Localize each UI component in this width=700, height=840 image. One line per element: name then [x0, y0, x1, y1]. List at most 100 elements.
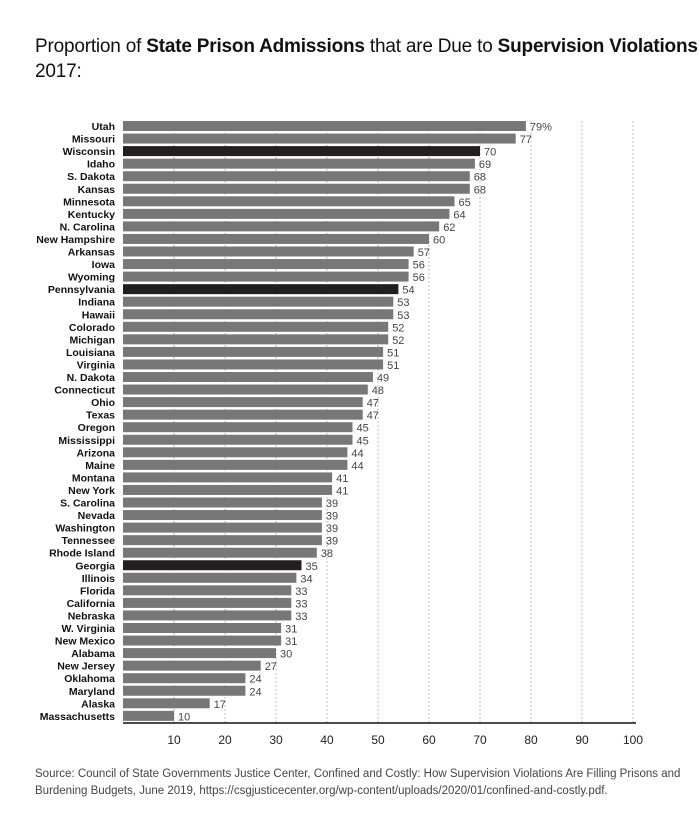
category-label: New Jersey — [57, 661, 115, 673]
data-label: 70 — [484, 147, 496, 159]
bar — [123, 422, 353, 433]
bar — [123, 372, 373, 382]
category-label: Minnesota — [63, 196, 115, 208]
data-label: 17 — [214, 699, 226, 711]
data-label: 33 — [295, 598, 307, 610]
data-label: 27 — [265, 661, 277, 673]
data-label: 39 — [326, 536, 338, 548]
bar — [123, 660, 261, 671]
data-label: 56 — [413, 272, 425, 284]
category-label: Hawaii — [82, 309, 115, 321]
category-label: Mississippi — [58, 435, 115, 447]
bar — [123, 497, 322, 508]
category-label: Oregon — [78, 422, 115, 434]
data-label: 79% — [530, 122, 552, 134]
category-label: Michigan — [69, 334, 115, 346]
data-label: 31 — [285, 636, 297, 648]
source-note: Source: Council of State Governments Jus… — [35, 768, 681, 797]
data-label: 51 — [387, 347, 399, 359]
category-label: Arizona — [76, 447, 115, 459]
bar — [123, 572, 297, 583]
category-label: Indiana — [78, 297, 115, 309]
bar — [123, 522, 322, 533]
title-part: Supervision Violations — [497, 36, 698, 57]
bar — [123, 484, 333, 495]
bar — [123, 384, 368, 395]
category-label: Kansas — [78, 184, 116, 196]
bar — [123, 296, 394, 307]
category-label: W. Virginia — [62, 623, 116, 635]
data-label: 64 — [453, 209, 465, 221]
title-part: State Prison Admissions — [146, 36, 365, 57]
category-label: N. Dakota — [67, 372, 116, 384]
x-tick-label: 50 — [371, 733, 385, 747]
x-tick-label: 20 — [218, 733, 232, 747]
x-tick-label: 60 — [422, 733, 436, 747]
data-label: 51 — [387, 360, 399, 372]
category-label: Wisconsin — [63, 146, 115, 158]
data-label: 47 — [367, 398, 379, 410]
bar — [123, 560, 302, 571]
bar — [123, 409, 363, 420]
category-label: Utah — [92, 121, 115, 133]
bar — [123, 359, 384, 370]
category-label: Washington — [55, 523, 115, 535]
data-label: 54 — [402, 285, 414, 297]
bar-chart: 10 20 30 40 50 60 70 80 90 100 Utah 79% Missouri 77 Wi… — [36, 121, 643, 747]
data-label: 44 — [351, 448, 363, 460]
data-label: 41 — [336, 473, 348, 485]
data-label: 53 — [397, 297, 409, 309]
bar — [123, 309, 394, 320]
data-label: 30 — [280, 649, 292, 661]
bar — [123, 698, 210, 709]
category-label: Idaho — [87, 159, 115, 171]
bar — [123, 710, 174, 721]
bar — [123, 259, 409, 270]
bar — [123, 171, 470, 182]
bar — [123, 472, 333, 483]
data-label: 41 — [336, 485, 348, 497]
data-label: 65 — [459, 197, 471, 209]
category-label: Alaska — [81, 698, 115, 710]
category-label: Tennessee — [62, 535, 116, 547]
category-label: Maine — [85, 460, 115, 472]
data-label: 68 — [474, 184, 486, 196]
bar — [123, 610, 292, 621]
category-label: Alabama — [71, 648, 115, 660]
category-label: Virginia — [77, 359, 115, 371]
data-label: 44 — [351, 460, 363, 472]
bar — [123, 196, 455, 207]
data-label: 33 — [295, 586, 307, 598]
bar — [123, 221, 440, 232]
data-label: 31 — [285, 624, 297, 636]
data-label: 68 — [474, 172, 486, 184]
x-tick-label: 70 — [473, 733, 487, 747]
bar — [123, 271, 409, 282]
bar — [123, 246, 414, 257]
data-label: 48 — [372, 385, 384, 397]
category-label: Ohio — [91, 397, 115, 409]
category-label: Wyoming — [68, 272, 115, 284]
data-label: 39 — [326, 511, 338, 523]
data-label: 53 — [397, 310, 409, 322]
data-label: 60 — [433, 234, 445, 246]
bar — [123, 597, 292, 608]
bar — [123, 434, 353, 445]
data-label: 45 — [357, 423, 369, 435]
category-label: Maryland — [69, 686, 115, 698]
category-label: New Mexico — [55, 636, 115, 648]
bar — [123, 146, 480, 157]
category-label: Texas — [86, 410, 115, 422]
bar — [123, 346, 384, 357]
bar — [123, 121, 526, 131]
category-label: Montana — [72, 472, 115, 484]
data-label: 39 — [326, 498, 338, 510]
data-label: 39 — [326, 523, 338, 535]
x-tick-label: 90 — [575, 733, 589, 747]
title-part: Proportion of — [35, 36, 147, 57]
data-label: 57 — [418, 247, 430, 259]
category-label: Massachusetts — [40, 711, 115, 723]
category-label: Iowa — [92, 259, 115, 271]
category-label: N. Carolina — [60, 221, 116, 233]
category-label: New York — [68, 485, 115, 497]
